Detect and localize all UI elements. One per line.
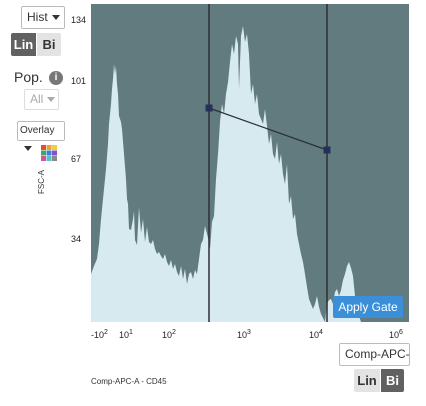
population-label: Pop. xyxy=(14,69,43,85)
population-select-value: All xyxy=(30,92,44,106)
apply-gate-button[interactable]: Apply Gate xyxy=(333,296,403,318)
y-scale-bi-button[interactable]: Bi xyxy=(37,33,61,56)
x-tick-label: -102 xyxy=(91,329,108,340)
palette-icon[interactable] xyxy=(41,145,57,161)
info-icon[interactable]: i xyxy=(49,71,63,85)
histogram-fill xyxy=(91,26,361,322)
info-glyph: i xyxy=(54,72,58,83)
y-scale-lin-button[interactable]: Lin xyxy=(11,33,36,56)
x-axis-caption: Comp-APC-A - CD45 xyxy=(91,377,167,386)
x-tick-label: 103 xyxy=(237,329,251,340)
y-axis-label: FSC-A xyxy=(37,170,46,194)
x-parameter-value: Comp-APC- xyxy=(345,347,410,361)
chevron-down-icon xyxy=(24,145,32,151)
chevron-down-icon xyxy=(47,97,56,103)
y-tick-label: 34 xyxy=(70,234,81,244)
x-tick-label: 102 xyxy=(162,329,176,340)
x-tick-label: 101 xyxy=(119,329,133,340)
y-scale-bi-label: Bi xyxy=(42,37,56,52)
x-scale-bi-label: Bi xyxy=(386,373,399,388)
x-tick-label: 106 xyxy=(389,329,403,340)
x-tick-label: 104 xyxy=(309,329,323,340)
x-scale-bi-button[interactable]: Bi xyxy=(381,369,404,392)
y-scale-lin-label: Lin xyxy=(13,37,34,52)
overlay-select-value: Overlay xyxy=(20,125,55,136)
plot-type-dropdown[interactable]: Hist xyxy=(21,6,65,29)
gate-connector-line xyxy=(208,107,328,151)
y-tick-label: 101 xyxy=(70,76,86,86)
plot-type-value: Hist xyxy=(27,10,48,24)
x-parameter-select[interactable]: Comp-APC- xyxy=(339,343,410,366)
y-tick-label: 67 xyxy=(70,154,81,164)
gate-handle-right xyxy=(323,146,331,154)
gate-handle-left xyxy=(205,104,213,112)
overlay-select[interactable]: Overlay xyxy=(17,121,65,151)
histogram-plot[interactable] xyxy=(91,4,409,322)
x-scale-lin-button[interactable]: Lin xyxy=(354,369,380,392)
population-select[interactable]: All xyxy=(24,89,59,110)
chevron-down-icon xyxy=(51,15,60,21)
x-scale-lin-label: Lin xyxy=(357,373,377,388)
apply-gate-label: Apply Gate xyxy=(338,300,398,314)
y-tick-label: 134 xyxy=(70,15,86,25)
